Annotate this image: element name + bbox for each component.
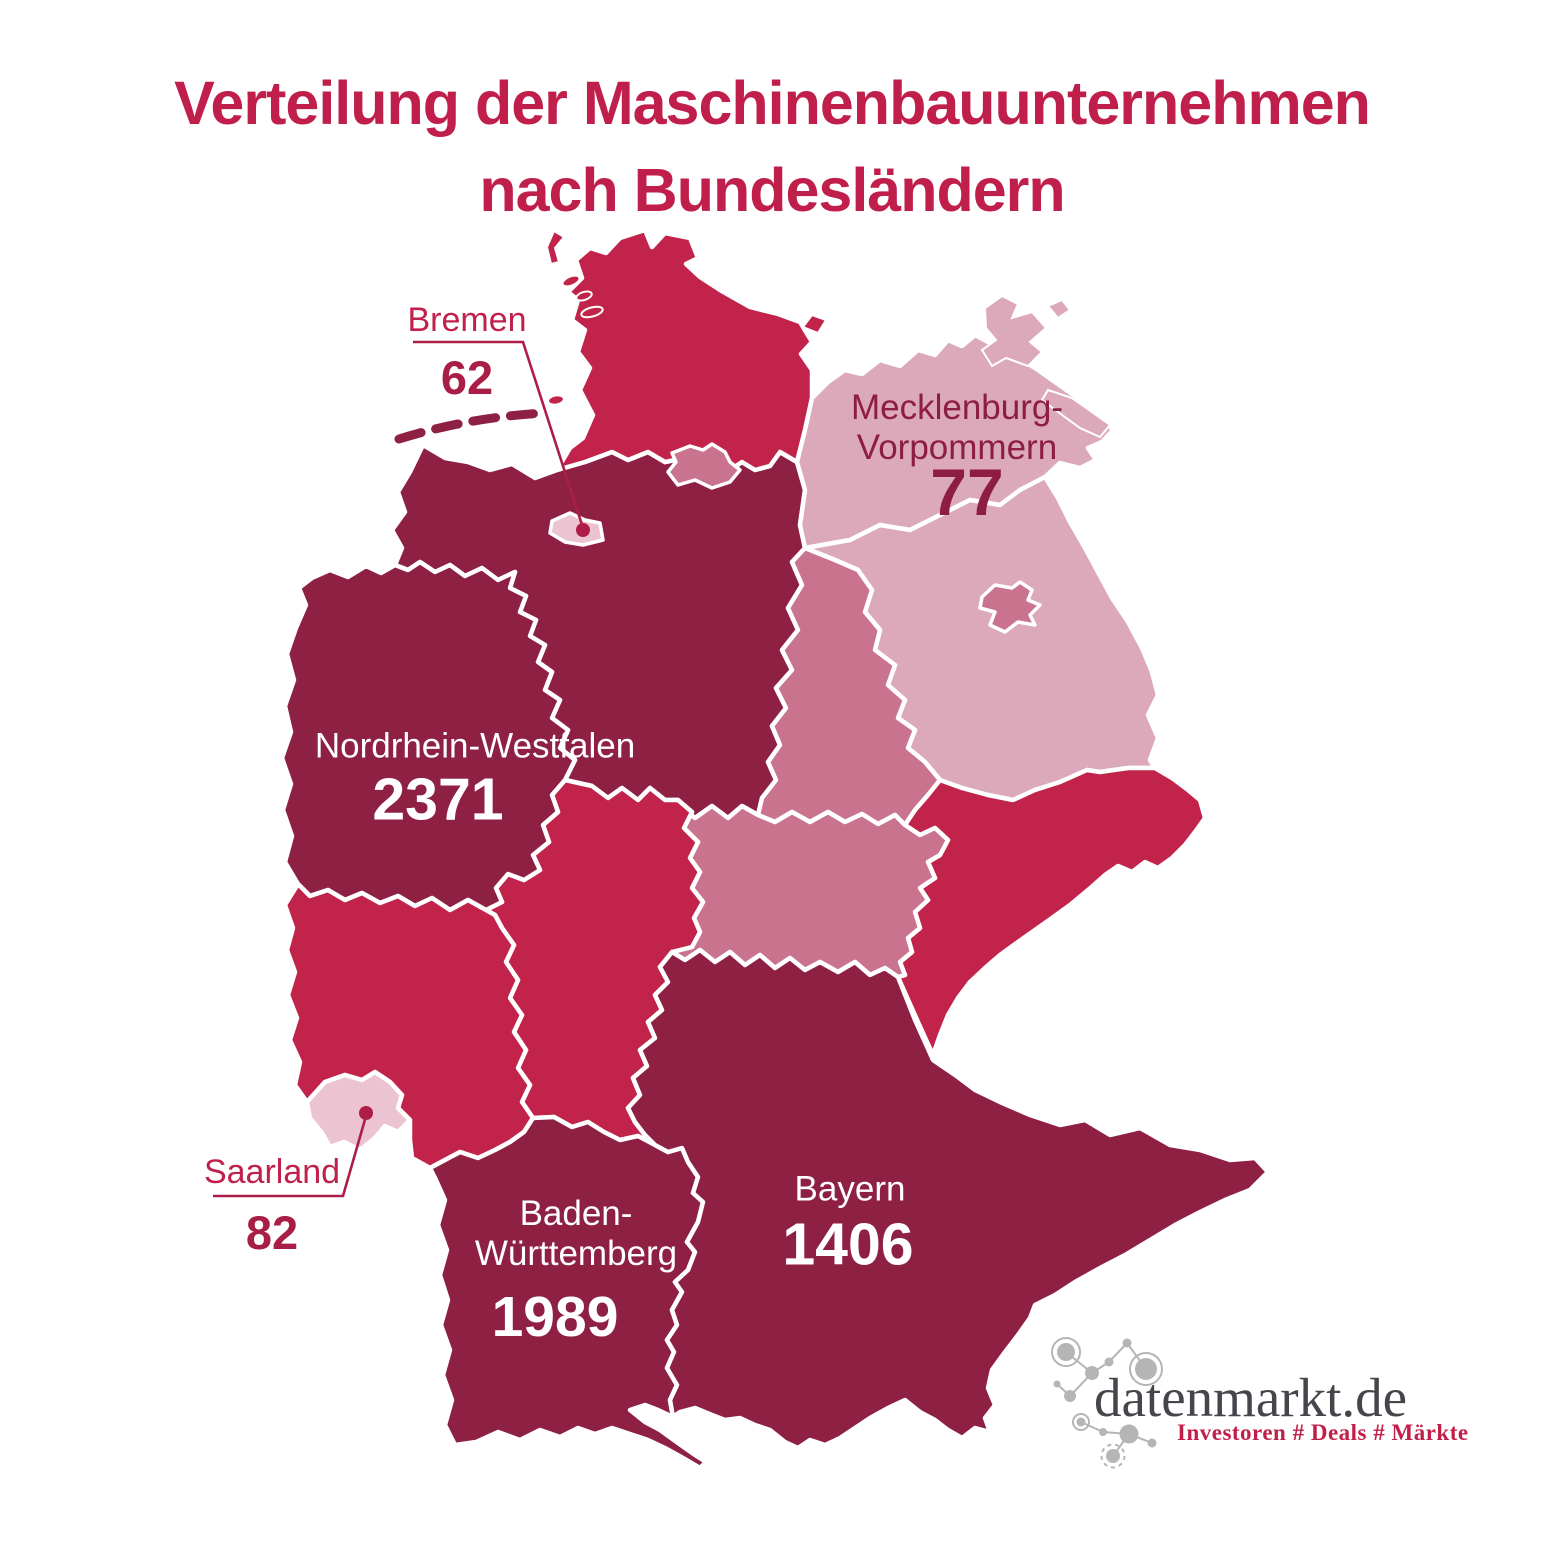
saarland-marker-dot [359, 1106, 373, 1120]
label-bw-line2: Württemberg [474, 1234, 678, 1273]
label-nordrhein-westfalen-name: Nordrhein-Westfalen [314, 726, 636, 766]
page-title-line1: Verteilung der Maschinenbauunternehmen [174, 69, 1371, 137]
island-north-frisian-2 [575, 290, 593, 302]
island-ruegen-east [1046, 298, 1072, 320]
label-bayern-name: Bayern [794, 1169, 906, 1209]
label-mv-line2: Vorpommern [856, 428, 1058, 467]
logo-wordmark: datenmarkt.de [1094, 1367, 1408, 1428]
state-sachsen [895, 765, 1208, 1058]
page-title-line2: nach Bundesländern [479, 155, 1065, 224]
state-thueringen [662, 797, 951, 980]
label-bremen-name: Bremen [407, 300, 527, 339]
label-saarland-value: 82 [245, 1206, 299, 1260]
island-sylt [545, 229, 566, 266]
state-bayern [625, 947, 1271, 1451]
label-bremen-value: 62 [440, 351, 494, 405]
state-saarland [304, 1069, 413, 1153]
label-mecklenburg-vorpommern-name: Mecklenburg- Vorpommern [851, 388, 1063, 469]
bremen-leader-line [413, 340, 585, 529]
islands-east-frisian-dashed [394, 408, 550, 444]
label-baden-wuerttemberg-name: Baden- Württemberg [475, 1194, 677, 1275]
label-nordrhein-westfalen-value: 2371 [372, 766, 504, 833]
state-hamburg [666, 442, 742, 490]
logo-tagline: Investoren # Deals # Märkte [1177, 1420, 1469, 1445]
bremen-marker-dot [576, 523, 590, 537]
island-north-frisian-1 [561, 274, 581, 288]
state-nordrhein-westfalen [279, 559, 578, 913]
logo-network-graphic [1051, 1337, 1163, 1469]
island-ruegen [980, 294, 1048, 368]
state-berlin [978, 580, 1042, 634]
island-fehmarn [801, 313, 828, 335]
label-mv-line1: Mecklenburg- [850, 387, 1064, 427]
island-usedom [1040, 388, 1112, 439]
island-elbe-mouth [547, 394, 565, 406]
island-north-frisian-3 [580, 305, 604, 319]
label-mecklenburg-vorpommern-value: 77 [930, 455, 1004, 530]
saarland-leader-line [213, 1115, 368, 1198]
label-bayern-value: 1406 [782, 1211, 914, 1278]
state-schleswig-holstein [554, 227, 815, 473]
label-bw-line1: Baden- [519, 1193, 633, 1233]
page-title: Verteilung der Maschinenbauunternehmen n… [0, 60, 1544, 233]
label-saarland-name: Saarland [203, 1152, 341, 1191]
label-baden-wuerttemberg-value: 1989 [491, 1284, 619, 1349]
